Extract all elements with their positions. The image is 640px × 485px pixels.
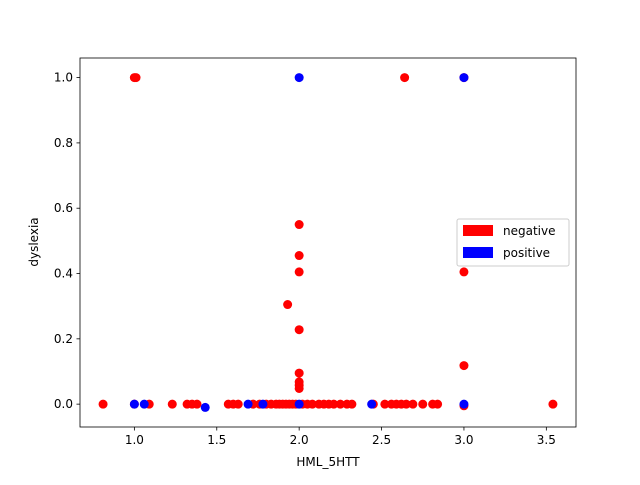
axes-frame <box>79 57 577 428</box>
x-tick-label: 3.0 <box>454 433 473 447</box>
point-negative <box>418 399 428 409</box>
point-positive <box>459 73 469 83</box>
point-positive <box>139 399 149 409</box>
point-negative <box>401 399 411 409</box>
point-negative <box>400 73 410 83</box>
point-positive <box>294 73 304 83</box>
x-tick-label: 3.5 <box>537 433 556 447</box>
y-axis-label: dyslexia <box>27 217 41 266</box>
point-negative <box>294 267 304 277</box>
legend: negative positive <box>456 218 570 267</box>
legend-label-positive: positive <box>503 246 550 260</box>
point-negative <box>408 399 418 409</box>
points-layer <box>98 73 558 412</box>
x-tick-label: 2.5 <box>372 433 391 447</box>
y-tick-label: 0.8 <box>54 136 73 150</box>
point-negative <box>459 361 469 371</box>
point-positive <box>294 399 304 409</box>
y-tick-label: 0.0 <box>54 397 73 411</box>
point-positive <box>258 399 268 409</box>
x-tick-label: 1.0 <box>125 433 144 447</box>
y-ticks: 0.0 0.2 0.4 0.6 0.8 1.0 <box>54 71 80 411</box>
y-tick-label: 0.6 <box>54 201 73 215</box>
point-positive <box>129 399 139 409</box>
point-negative <box>329 399 339 409</box>
point-negative <box>294 325 304 335</box>
x-tick-label: 2.0 <box>290 433 309 447</box>
y-tick-label: 0.4 <box>54 267 73 281</box>
legend-swatch-negative <box>463 225 493 236</box>
point-negative <box>131 73 141 83</box>
legend-swatch-positive <box>463 247 493 258</box>
point-positive <box>459 399 469 409</box>
y-tick-label: 0.2 <box>54 332 73 346</box>
y-tick-label: 1.0 <box>54 71 73 85</box>
point-negative <box>548 399 558 409</box>
point-negative <box>167 399 177 409</box>
x-tick-label: 1.5 <box>207 433 226 447</box>
point-negative <box>347 399 357 409</box>
point-positive <box>243 399 253 409</box>
point-negative <box>433 399 443 409</box>
point-negative <box>380 399 390 409</box>
point-negative <box>233 399 243 409</box>
point-positive <box>367 399 377 409</box>
point-negative <box>294 368 304 378</box>
x-axis-label: HML_5HTT <box>296 455 360 469</box>
point-negative <box>335 399 345 409</box>
point-negative <box>98 399 108 409</box>
point-negative <box>192 399 202 409</box>
point-negative <box>294 251 304 261</box>
point-negative <box>307 399 317 409</box>
point-negative <box>283 300 293 310</box>
point-negative <box>294 220 304 230</box>
point-negative <box>294 383 304 393</box>
point-positive <box>200 402 210 412</box>
point-negative <box>459 267 469 277</box>
legend-label-negative: negative <box>503 224 555 238</box>
x-ticks: 1.0 1.5 2.0 2.5 3.0 3.5 <box>125 427 556 447</box>
